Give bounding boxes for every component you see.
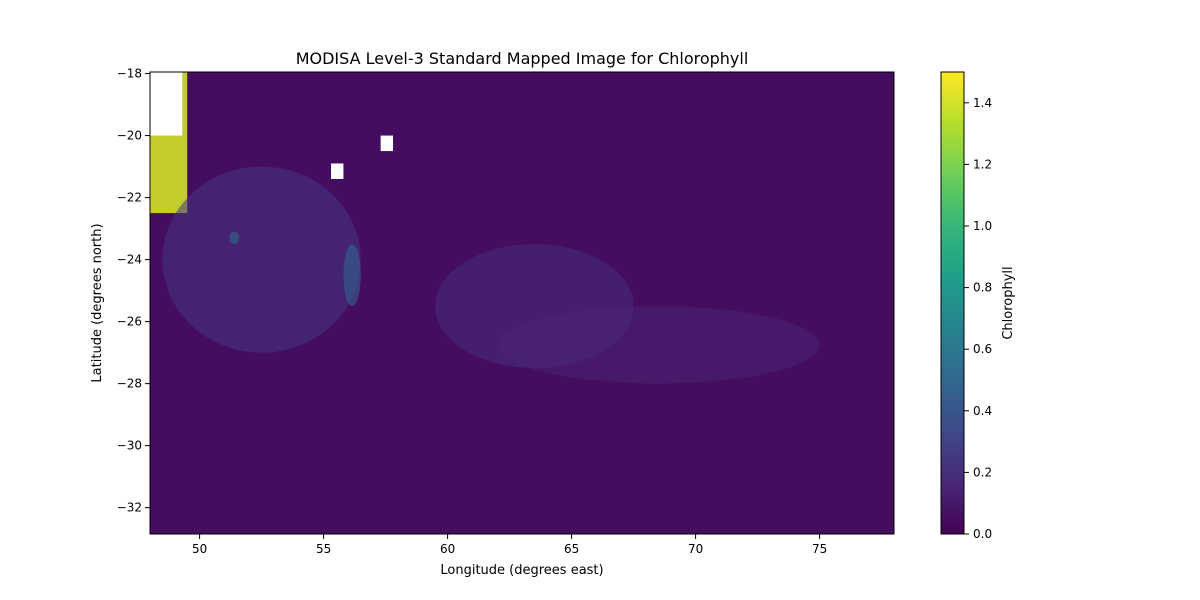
x-axis-label: Longitude (degrees east)	[440, 563, 603, 578]
colorbar-tick-label: 0.4	[973, 404, 992, 418]
x-tick-label: 70	[688, 542, 703, 556]
x-tick-label: 50	[192, 542, 207, 556]
x-tick-label: 75	[812, 542, 827, 556]
y-axis-label: Latitude (degrees north)	[90, 223, 105, 382]
colorbar-tick-label: 0.2	[973, 465, 992, 479]
y-tick-label: −30	[117, 439, 142, 453]
nodata-patch	[380, 135, 394, 152]
colorbar-tick-label: 0.8	[973, 281, 992, 295]
y-tick-label: −26	[117, 315, 142, 329]
x-tick-label: 65	[564, 542, 579, 556]
y-tick-label: −24	[117, 253, 142, 267]
heatmap-features	[150, 72, 820, 384]
colorbar-tick-label: 0.0	[973, 527, 992, 541]
colorbar-tick-label: 1.2	[973, 157, 992, 171]
nodata-patch	[150, 72, 183, 136]
chlorophyll-filament	[497, 306, 820, 384]
x-axis: 50 55 60 65 70 75	[192, 534, 827, 556]
x-tick-label: 60	[440, 542, 455, 556]
colorbar-tick-label: 0.6	[973, 342, 992, 356]
chlorophyll-bloom	[343, 244, 361, 307]
x-tick-label: 55	[316, 542, 331, 556]
colorbar-tick-label: 1.0	[973, 219, 992, 233]
colorbar-ticks: 0.0 0.2 0.4 0.6 0.8 1.0 1.2 1.4	[964, 96, 992, 541]
y-tick-label: −28	[117, 377, 142, 391]
nodata-patch	[331, 163, 344, 179]
colorbar-tick-label: 1.4	[973, 96, 992, 110]
y-axis: −18 −20 −22 −24 −26 −28 −30 −32	[117, 67, 150, 515]
y-tick-label: −18	[117, 67, 142, 81]
colorbar-gradient	[940, 71, 965, 535]
plot-frame	[149, 71, 895, 535]
y-tick-label: −32	[117, 501, 142, 515]
plot-area	[150, 72, 894, 534]
colorbar-label: Chlorophyll	[1001, 266, 1016, 339]
y-tick-label: −22	[117, 191, 142, 205]
colorbar: 0.0 0.2 0.4 0.6 0.8 1.0 1.2 1.4	[940, 71, 992, 541]
chlorophyll-bloom	[229, 231, 240, 245]
chart-title: MODISA Level-3 Standard Mapped Image for…	[296, 49, 749, 68]
y-tick-label: −20	[117, 129, 142, 143]
chlorophyll-bloom	[162, 166, 361, 353]
